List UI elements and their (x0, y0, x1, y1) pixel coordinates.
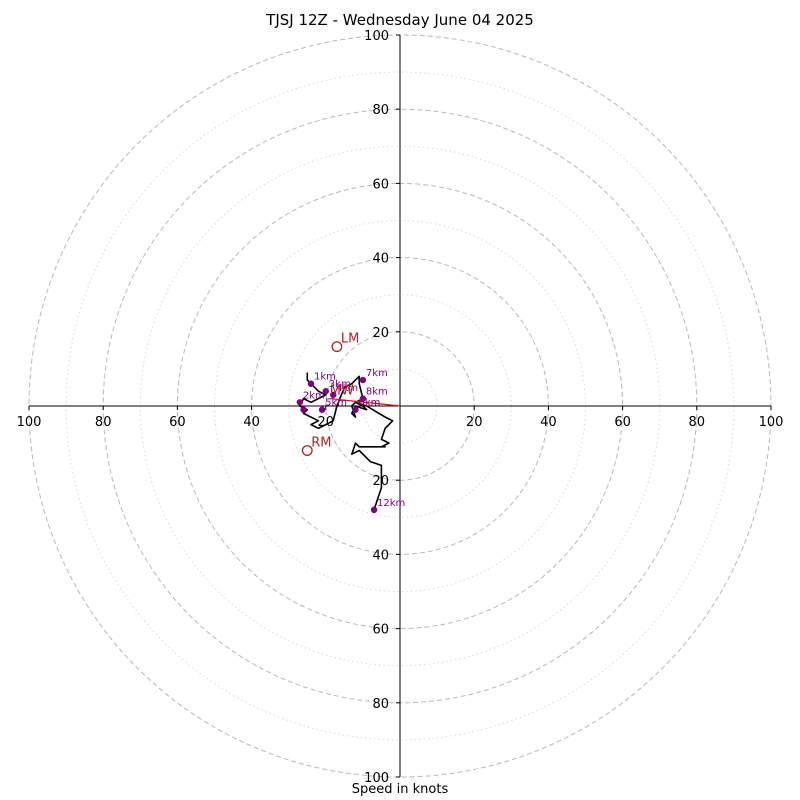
height-marker-label: 7km (366, 368, 388, 379)
mw-label: MW (330, 384, 354, 399)
y-tick-label: 60 (372, 623, 389, 638)
height-marker (352, 406, 359, 413)
height-marker (359, 395, 367, 402)
x-tick-label: 100 (17, 415, 42, 430)
tick-labels: 100 80 60 40 20 20 40 60 80 100100806040202040608… (17, 29, 784, 786)
x-tick-label: 80 (689, 415, 706, 430)
y-tick-label: 40 (372, 252, 389, 267)
height-marker-label: 5km (325, 398, 347, 409)
chart-title: TJSJ 12Z - Wednesday June 04 2025 (266, 11, 534, 29)
height-marker (370, 506, 378, 514)
hodograph-series (298, 372, 401, 511)
shear-vector (329, 397, 401, 407)
y-tick-label: 60 (372, 177, 389, 192)
height-marker (330, 391, 337, 399)
x-axis-label: Speed in knots (351, 782, 449, 797)
height-marker-label: 6km (358, 398, 380, 409)
height-marker-label: 1km (314, 372, 336, 383)
x-tick-label: 40 (243, 415, 260, 430)
rm-marker (301, 445, 313, 456)
height-marker (296, 399, 304, 406)
x-tick-label: 80 (95, 415, 112, 430)
lm-marker (331, 341, 343, 353)
x-tick-label: 20 (466, 415, 483, 430)
height-marker (300, 406, 307, 413)
height-marker-label: 4km (336, 383, 358, 394)
hodograph-line (298, 372, 394, 511)
y-tick-label: 40 (372, 548, 389, 563)
height-marker-label: 2km (303, 390, 325, 401)
rm-label: RM (311, 436, 331, 451)
y-tick-label: 20 (372, 326, 389, 341)
x-tick-label: 40 (540, 415, 557, 430)
height-marker (322, 387, 329, 395)
height-marker (318, 406, 326, 413)
y-tick-label: 100 (364, 29, 389, 44)
height-marker (359, 376, 367, 384)
y-tick-label: 80 (372, 103, 389, 118)
height-marker-label: 8km (366, 387, 388, 398)
x-tick-label: 60 (614, 415, 631, 430)
x-tick-label: 100 (759, 415, 784, 430)
y-tick-label: 100 (364, 771, 389, 786)
x-tick-label: 60 (169, 415, 186, 430)
height-marker-label: 12km (377, 498, 405, 509)
lm-label: LM (341, 332, 359, 347)
height-marker (307, 380, 315, 387)
storm-motion-markers: LM RM MW (301, 332, 359, 456)
height-marker-label: 3km (329, 379, 351, 390)
y-tick-label: 80 (372, 697, 389, 712)
